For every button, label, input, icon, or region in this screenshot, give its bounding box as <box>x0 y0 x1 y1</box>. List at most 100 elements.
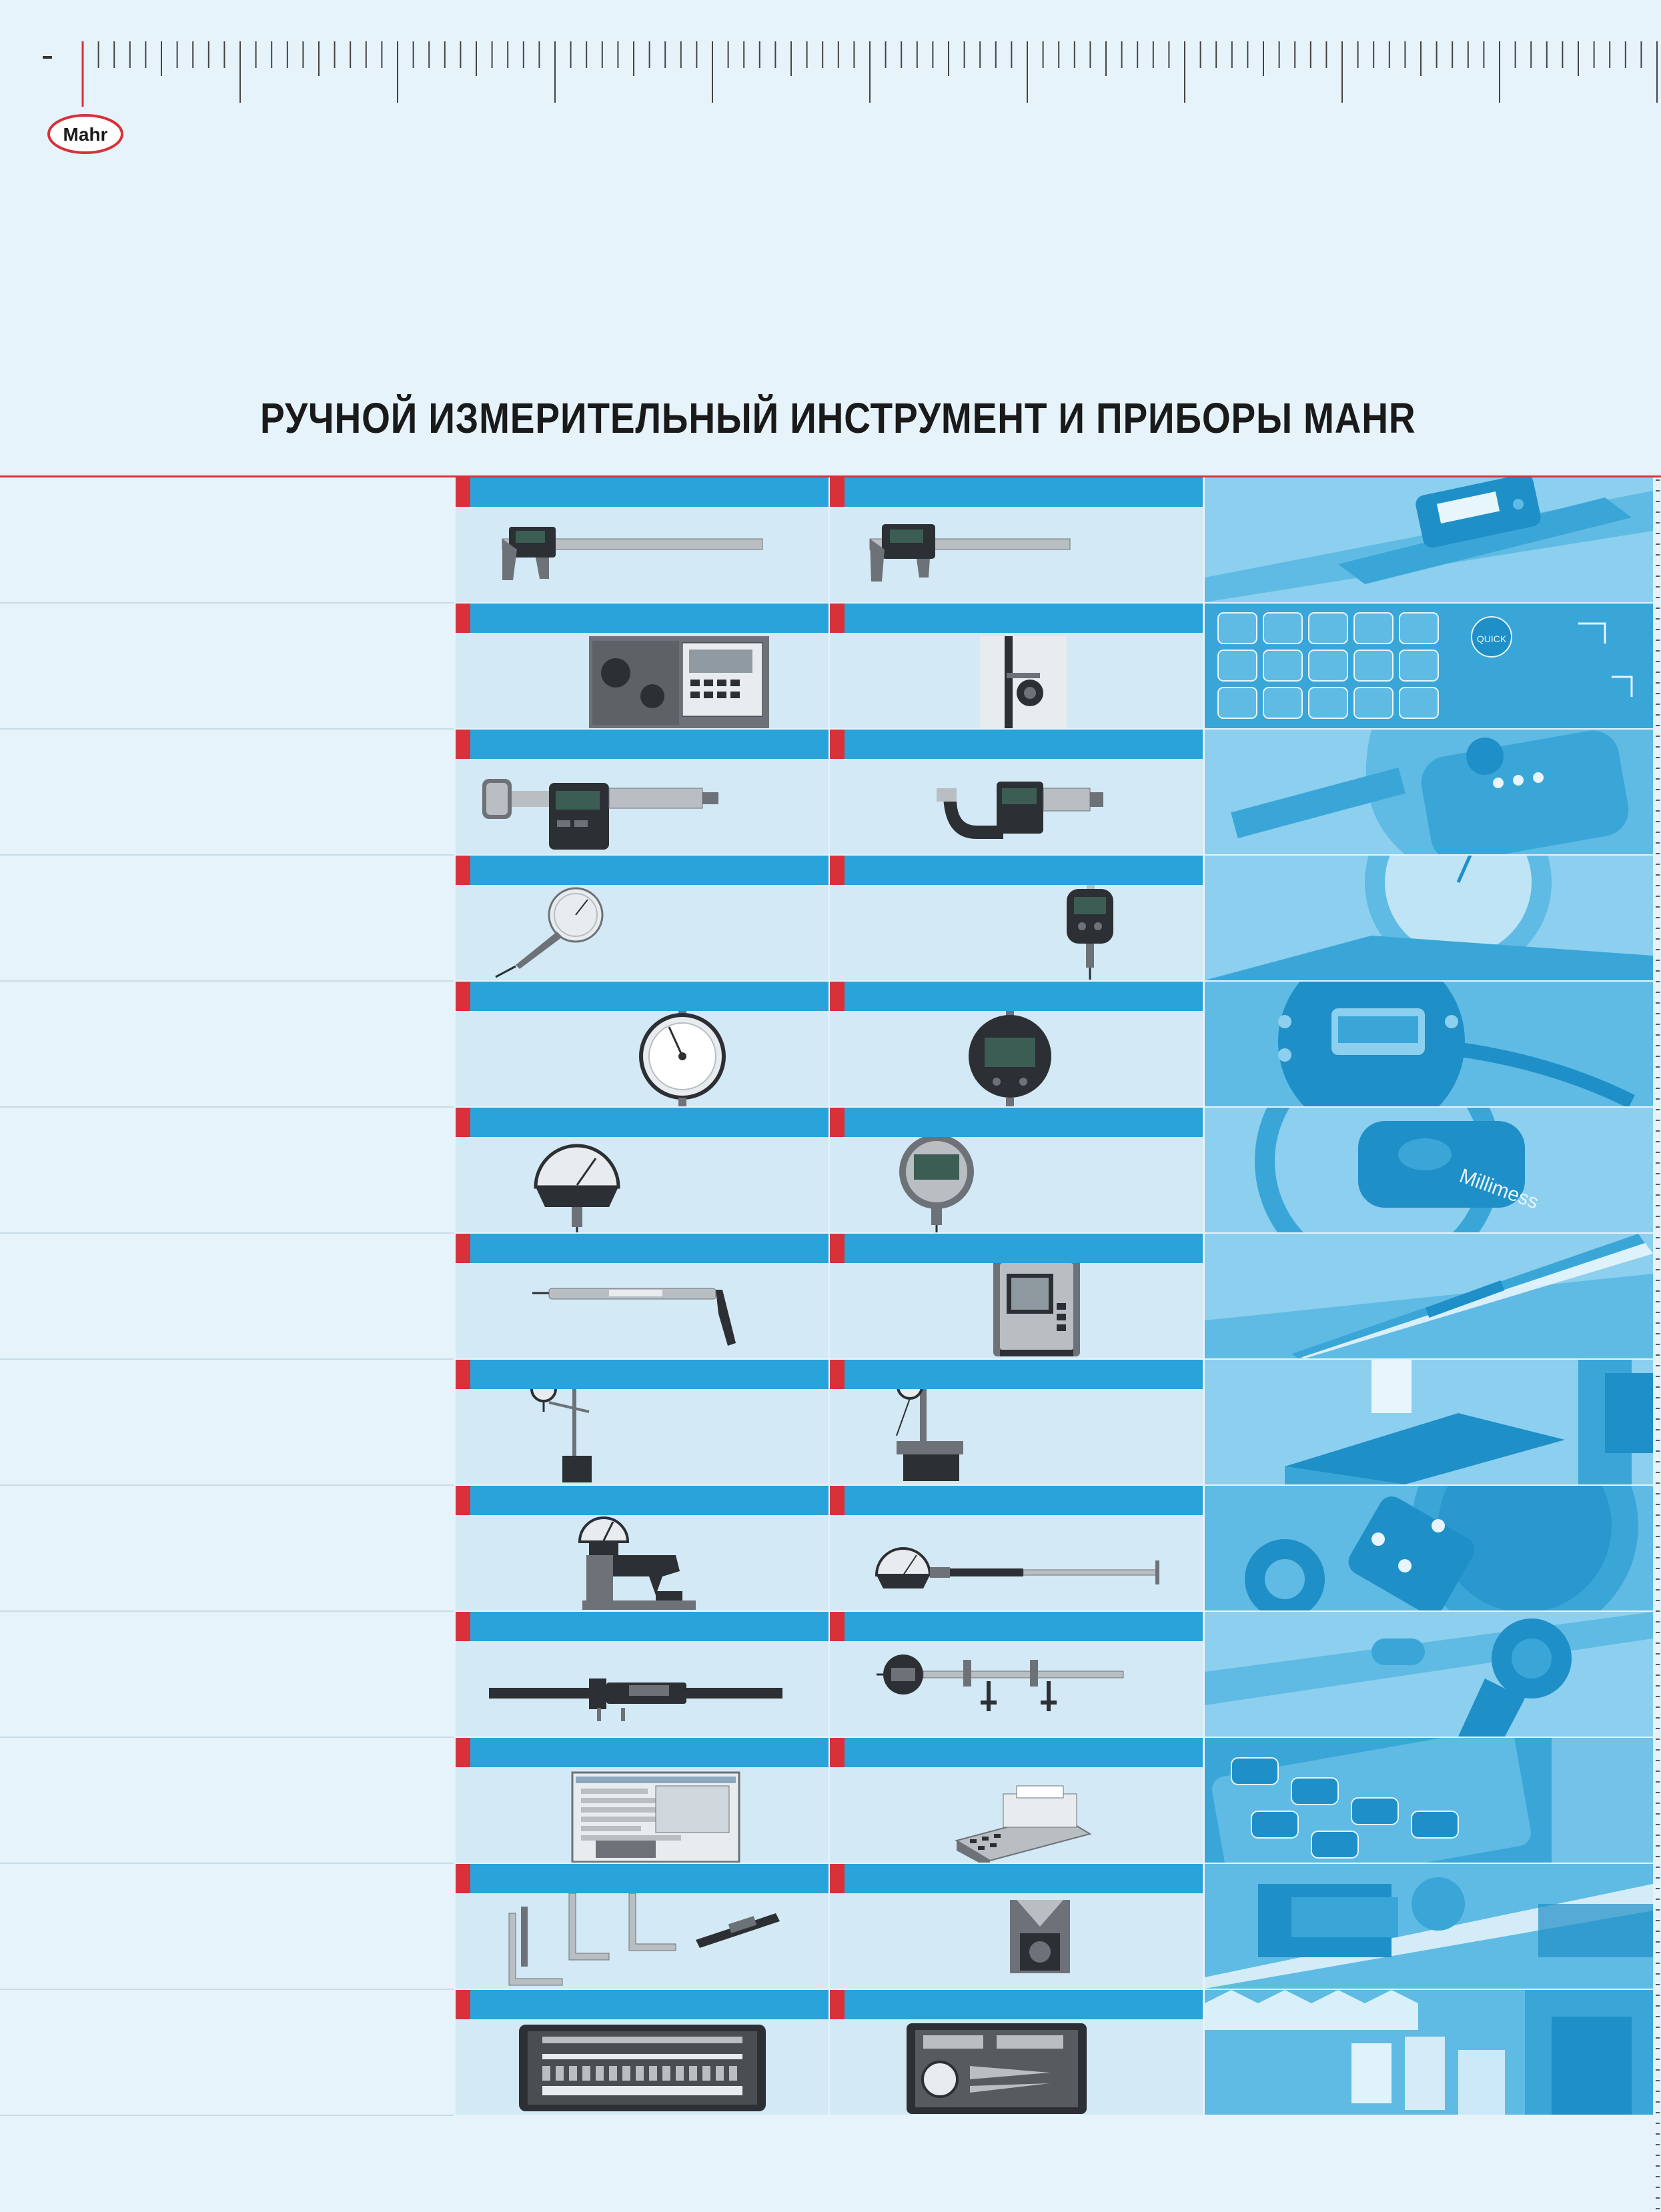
product-tile[interactable] <box>830 1108 1203 1232</box>
digital-micrometer-icon <box>937 782 1103 839</box>
row-divider <box>0 1358 454 1360</box>
tile-header-bar <box>830 1360 1203 1389</box>
row-divider <box>0 2115 454 2116</box>
tile-header-bar <box>456 604 828 633</box>
product-tile[interactable] <box>456 1864 828 1989</box>
workshop-system-icon <box>589 636 769 728</box>
product-tile[interactable] <box>456 982 828 1106</box>
product-tile[interactable] <box>456 1486 828 1610</box>
row-label-area <box>0 1612 454 1737</box>
tile-red-marker <box>830 1234 845 1263</box>
tile-red-marker <box>456 1990 470 2019</box>
tile-header-bar <box>830 1864 1203 1893</box>
product-tile[interactable] <box>830 1864 1203 1989</box>
gauge-blocks-photo <box>1205 1990 1653 2115</box>
svg-text:Mahr: Mahr <box>63 124 108 145</box>
product-row-snap-and-bore-gauges <box>0 1486 1661 1612</box>
row-divider <box>0 1863 454 1864</box>
tile-header-bar <box>830 982 1203 1011</box>
product-row-squares-and-levels <box>0 1864 1661 1990</box>
product-tile[interactable] <box>830 1612 1203 1737</box>
product-tile[interactable] <box>456 856 828 980</box>
tile-header-bar <box>456 1108 828 1137</box>
product-tile[interactable] <box>830 730 1203 854</box>
tile-header-bar <box>456 1738 828 1767</box>
row-label-area <box>0 1486 454 1610</box>
digital-display-photo <box>1205 982 1653 1106</box>
caliper-photo <box>1205 477 1653 602</box>
ruler-dash <box>43 56 52 59</box>
row-label-area <box>0 1360 454 1484</box>
product-tile[interactable] <box>456 1360 828 1484</box>
row-divider <box>0 980 454 982</box>
product-tile[interactable] <box>456 1234 828 1358</box>
tile-red-marker <box>830 856 845 885</box>
tile-red-marker <box>456 1612 470 1641</box>
snap-gauge-icon <box>578 1516 696 1610</box>
tile-red-marker <box>830 1486 845 1515</box>
product-tile[interactable] <box>830 982 1203 1106</box>
product-tile[interactable] <box>456 730 828 854</box>
tile-header-bar <box>830 1108 1203 1137</box>
row-label-area <box>0 604 454 728</box>
product-tile[interactable] <box>830 477 1203 602</box>
product-tile[interactable] <box>456 1990 828 2115</box>
tile-header-bar <box>456 1360 828 1389</box>
product-tile[interactable] <box>830 1738 1203 1863</box>
tile-header-bar <box>456 1864 828 1893</box>
measuring-stand-icon <box>896 1389 963 1481</box>
micrometer-photo <box>1205 730 1653 854</box>
row-label-area <box>0 477 454 602</box>
millimess-photo: Millimess <box>1205 1108 1653 1232</box>
product-tile[interactable] <box>456 1108 828 1232</box>
product-tile[interactable] <box>830 856 1203 980</box>
right-ruler <box>1656 479 1660 2209</box>
gauge-block-photo <box>1205 1360 1653 1484</box>
dial-comparator-icon <box>534 1144 620 1232</box>
groove-tool-photo <box>1205 1612 1653 1737</box>
product-tile[interactable] <box>830 1360 1203 1484</box>
row-label-area <box>0 1864 454 1989</box>
probe-pen-photo <box>1205 1234 1653 1358</box>
tile-red-marker <box>456 477 470 507</box>
control-panel-photo <box>1205 1738 1653 1863</box>
tile-red-marker <box>830 1738 845 1767</box>
product-row-micrometers <box>0 730 1661 856</box>
tile-header-bar <box>830 477 1203 507</box>
tile-red-marker <box>830 1990 845 2019</box>
product-tile[interactable] <box>456 477 828 602</box>
product-tile[interactable] <box>456 1738 828 1863</box>
tile-header-bar <box>830 604 1203 633</box>
data-printer-icon <box>955 1785 1092 1863</box>
digital-indicator-icon <box>969 1011 1051 1106</box>
row-divider <box>0 1106 454 1108</box>
digital-probe-indicator-icon <box>1067 885 1113 980</box>
product-row-comparators: Millimess <box>0 1108 1661 1234</box>
dial-indicator-icon <box>639 1011 726 1106</box>
digital-length-gauge-icon <box>489 1679 782 1721</box>
keypad-photo: QUICK <box>1205 604 1653 728</box>
bore-micrometer-icon <box>482 779 718 850</box>
tile-red-marker <box>830 982 845 1011</box>
product-tile[interactable] <box>830 1234 1203 1358</box>
product-tile[interactable] <box>830 1486 1203 1610</box>
v-block-icon <box>1010 1900 1070 1973</box>
software-screen-icon <box>571 1771 740 1863</box>
product-tile[interactable] <box>830 604 1203 728</box>
tile-header-bar <box>830 1990 1203 2019</box>
row-divider <box>0 1232 454 1234</box>
row-label-area <box>0 1108 454 1232</box>
dial-photo <box>1205 856 1653 980</box>
tile-header-bar <box>456 477 828 507</box>
tile-red-marker <box>456 730 470 759</box>
gauge-block-set-icon <box>519 2025 766 2111</box>
product-tile[interactable] <box>456 1612 828 1737</box>
product-tile[interactable] <box>830 1990 1203 2115</box>
square-photo <box>1205 1864 1653 1989</box>
tile-red-marker <box>830 477 845 507</box>
product-row-calipers <box>0 477 1661 604</box>
row-divider <box>0 1484 454 1486</box>
digital-caliper-icon <box>502 527 763 580</box>
product-tile[interactable] <box>456 604 828 728</box>
bore-gauge-icon <box>875 1547 1159 1588</box>
